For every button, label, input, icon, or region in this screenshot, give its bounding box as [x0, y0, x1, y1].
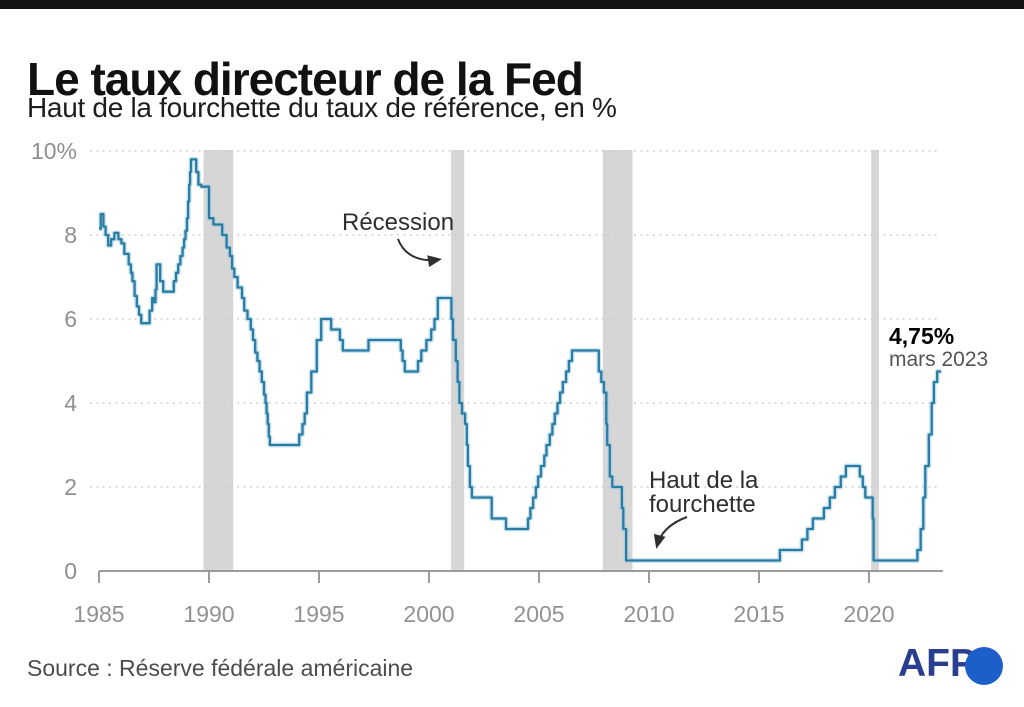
x-axis-label: 2000 — [403, 601, 455, 627]
recession-annotation: Récession — [342, 209, 455, 236]
x-axis-label: 1985 — [73, 601, 125, 627]
page-title: Le taux directeur de la Fed — [27, 52, 584, 105]
last-value-label: 4,75% — [889, 323, 955, 349]
y-axis-label: 2 — [64, 474, 77, 500]
last-date-label: mars 2023 — [889, 348, 989, 371]
recession-bands — [203, 150, 879, 571]
gridlines — [90, 150, 941, 488]
x-axis-label: 1995 — [293, 601, 345, 627]
x-axis-label: 2005 — [513, 601, 565, 627]
recession-band — [871, 150, 879, 571]
y-axis-label: 0 — [64, 558, 77, 584]
page-subtitle: Haut de la fourchette du taux de référen… — [27, 92, 617, 123]
y-axis-label: 10% — [30, 138, 77, 164]
range-top-annotation-line1: Haut de la — [649, 467, 759, 494]
y-axis-label: 4 — [64, 390, 77, 416]
afp-logo-text: AFP — [898, 642, 976, 685]
range-top-annotation-line2: fourchette — [649, 491, 756, 518]
x-axis-label: 1990 — [183, 601, 235, 627]
x-axis-label: 2020 — [843, 601, 895, 627]
source-text: Source : Réserve fédérale américaine — [27, 655, 414, 681]
top-bar — [0, 0, 1024, 9]
afp-globe-icon — [965, 647, 1003, 685]
x-axis-label: 2010 — [623, 601, 675, 627]
recession-arrow-icon — [397, 238, 442, 268]
range-top-annotation: Haut de la fourchette — [649, 469, 758, 517]
recession-band — [602, 150, 633, 571]
x-axis-label: 2015 — [733, 601, 785, 627]
y-axis-label: 6 — [64, 306, 77, 332]
y-axis-label: 8 — [64, 222, 77, 248]
x-axis — [98, 570, 943, 583]
range-top-arrow-icon — [653, 516, 688, 549]
rate-line — [99, 158, 942, 562]
